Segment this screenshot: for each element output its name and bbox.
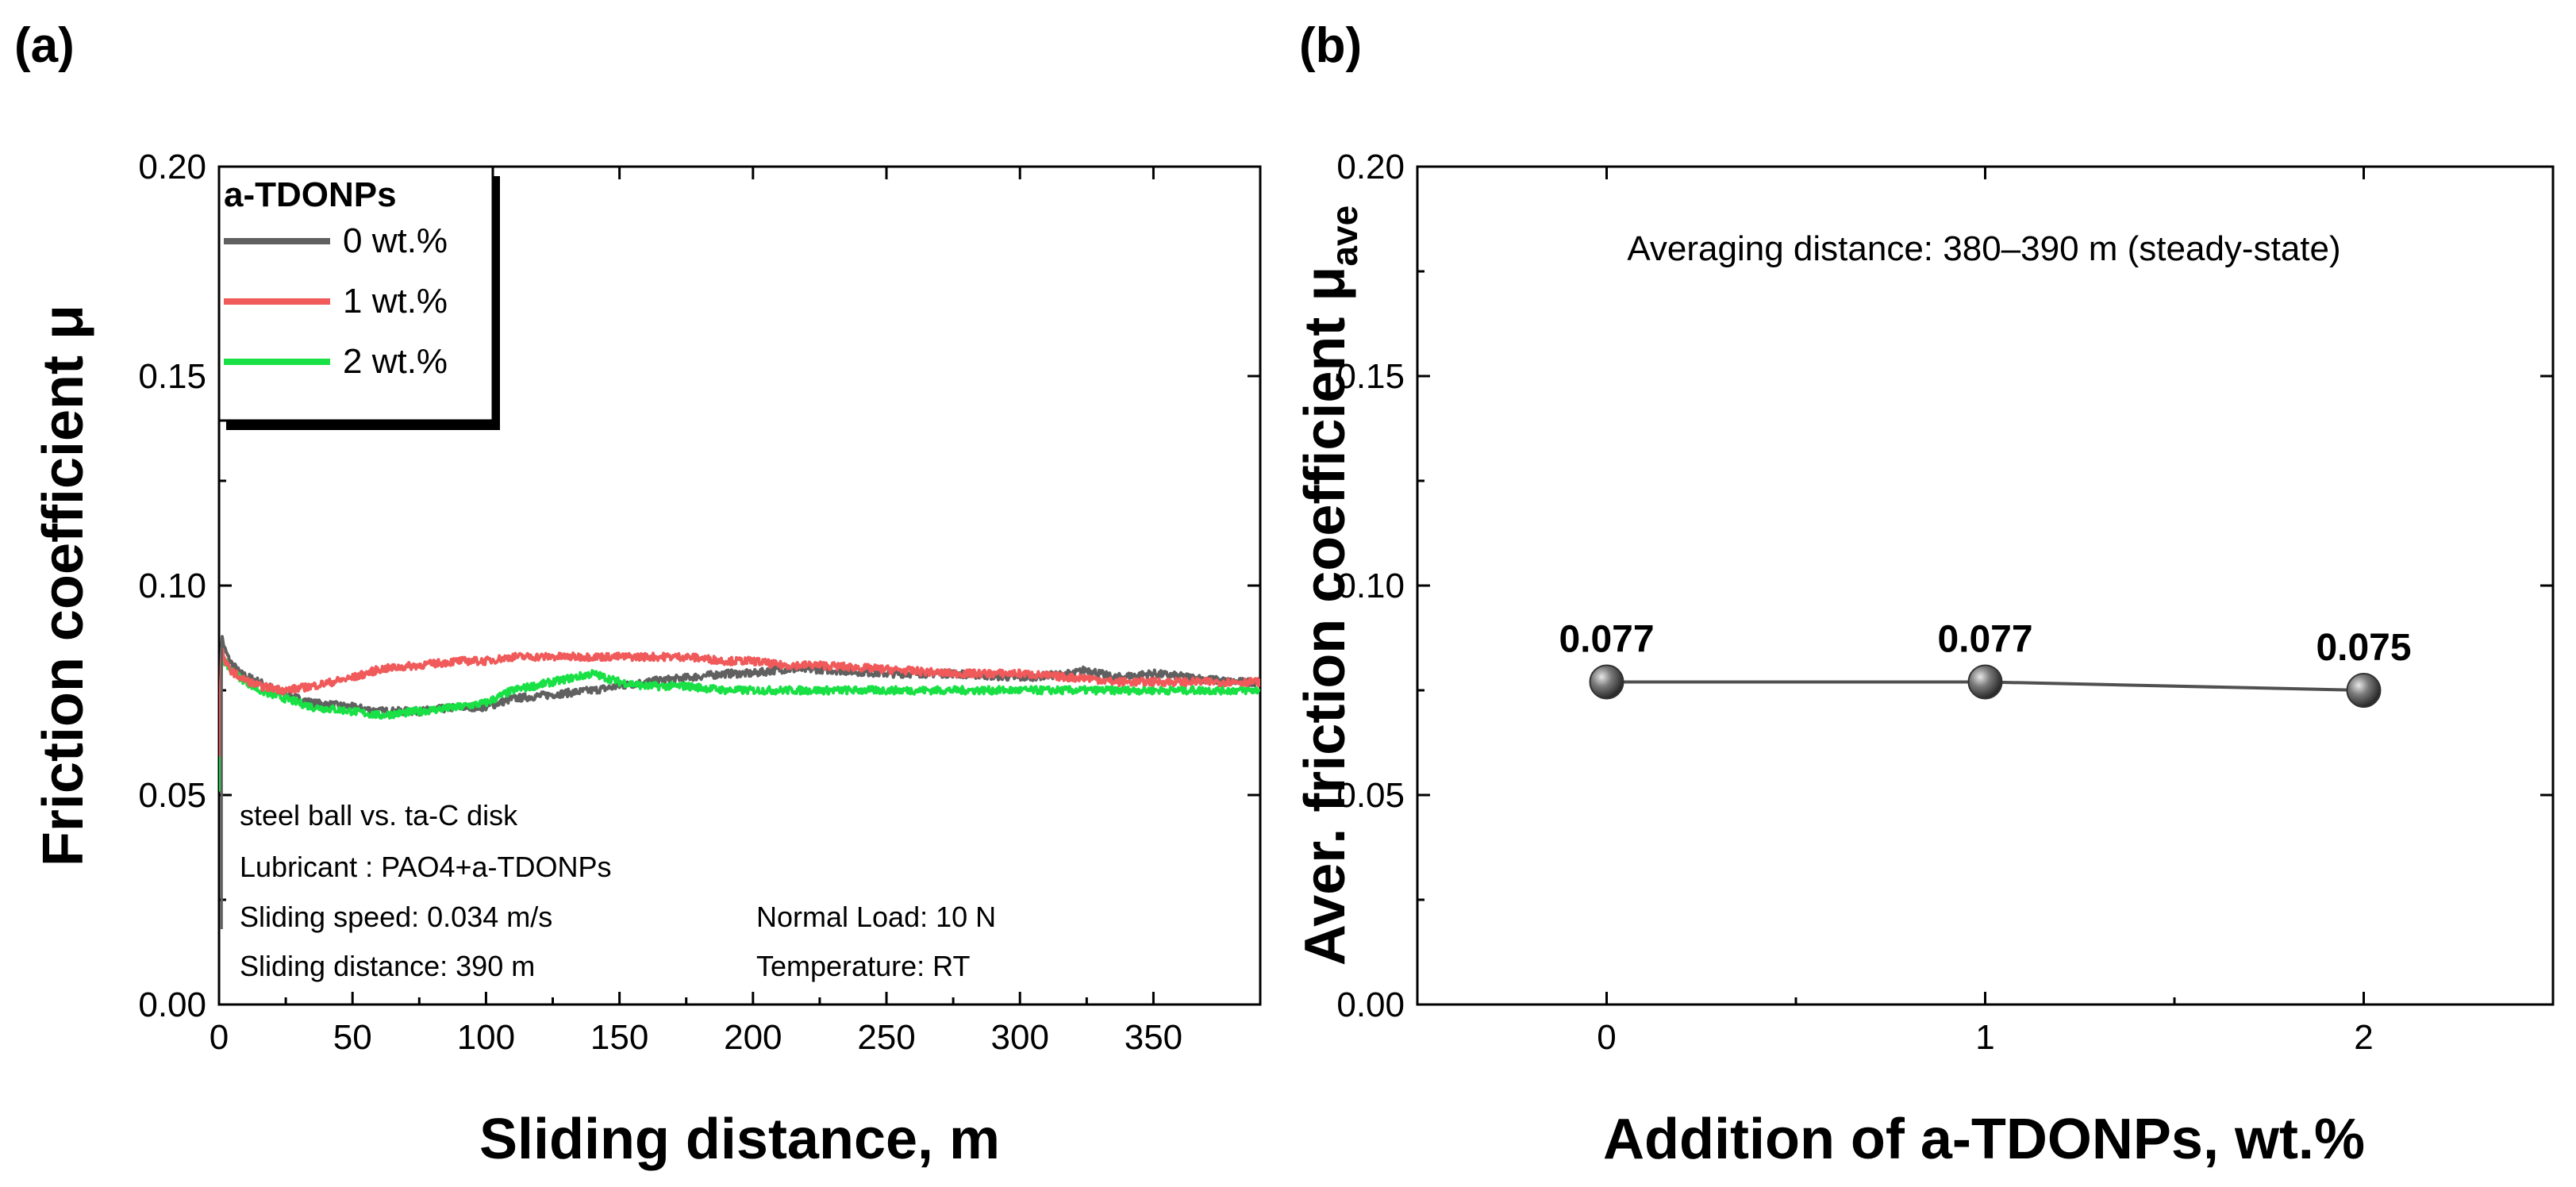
friction-vs-distance-plot: 0 50 100 150 200 250 300 350 0.00 0.05 0.10 0.15 0.… [32, 148, 1262, 1171]
x-tick-label-b: 2 [2354, 1018, 2373, 1057]
averaging-note: Averaging distance: 380–390 m (steady-st… [1627, 229, 2340, 268]
condition-line-2: Lubricant : PAO4+a-TDONPs [240, 851, 612, 883]
x-tick-label-b: 0 [1597, 1018, 1616, 1057]
y-tick-label-b: 0.05 [1336, 776, 1405, 815]
series-line-2wt [219, 656, 1260, 792]
data-label: 0.077 [1559, 618, 1654, 660]
x-axis-title-a: Sliding distance, m [479, 1108, 1000, 1171]
y-tick-label-a: 0.20 [138, 148, 206, 186]
legend-label: 2 wt.% [343, 342, 448, 381]
plot-b-frame [1416, 165, 2555, 1006]
y-axis-title-a: Friction coefficient μ [32, 305, 95, 866]
y-axis-title-b-main: Aver. friction coefficient μ [1294, 267, 1357, 966]
x-tick-label-a: 350 [1125, 1018, 1182, 1057]
panel-b-label: (b) [1299, 18, 1362, 73]
x-tick-label-a: 300 [991, 1018, 1049, 1057]
y-axis-title-b-subscript: ave [1324, 206, 1365, 267]
y-tick-label-a: 0.05 [138, 776, 206, 815]
y-tick-label-b: 0.15 [1336, 357, 1405, 396]
x-tick-label-a: 250 [857, 1018, 915, 1057]
data-point [2346, 673, 2382, 708]
x-tick-label-a: 50 [333, 1018, 372, 1057]
y-tick-label-a: 0.10 [138, 567, 206, 605]
condition-line-3: Sliding speed: 0.034 m/s [240, 901, 552, 933]
test-conditions: steel ball vs. ta-C disk Lubricant : PAO… [240, 799, 996, 982]
legend-a: a-TDONPs 0 wt.% 1 wt.% 2 wt.% [217, 165, 500, 430]
condition-line-5: Normal Load: 10 N [756, 901, 996, 933]
y-tick-label-b: 0.20 [1336, 148, 1405, 186]
condition-line-1: steel ball vs. ta-C disk [240, 799, 518, 832]
series-line-0wt [219, 635, 1260, 778]
x-tick-label-b: 1 [1975, 1018, 1994, 1057]
y-tick-label-b: 0.10 [1336, 567, 1405, 605]
x-tick-label-a: 200 [724, 1018, 782, 1057]
y-tick-label-a: 0.00 [138, 985, 206, 1024]
x-tick-label-a: 0 [210, 1018, 229, 1057]
x-axis-title-b: Addition of a-TDONPs, wt.% [1603, 1108, 2365, 1171]
data-label: 0.077 [1937, 618, 2032, 660]
average-friction-plot: 0 1 2 0.00 0.05 0.10 0.15 0.20 Averaging dista… [1294, 148, 2555, 1171]
condition-line-6: Temperature: RT [756, 950, 970, 982]
y-tick-label-b: 0.00 [1336, 985, 1405, 1024]
x-tick-label-a: 150 [590, 1018, 648, 1057]
x-tick-label-a: 100 [457, 1018, 515, 1057]
legend-label: 1 wt.% [343, 282, 448, 321]
y-axis-title-b: Aver. friction coefficient μave [1294, 206, 1365, 966]
data-point [1967, 664, 2003, 700]
y-tick-label-a: 0.15 [138, 357, 206, 396]
legend-box [217, 165, 494, 422]
panel-a-label: (a) [14, 18, 75, 73]
series-line-1wt [219, 647, 1260, 757]
data-point [1589, 664, 1624, 700]
legend-label: 0 wt.% [343, 221, 448, 260]
condition-line-4: Sliding distance: 390 m [240, 950, 535, 982]
legend-title: a-TDONPs [224, 175, 397, 214]
data-label: 0.075 [2316, 627, 2411, 669]
